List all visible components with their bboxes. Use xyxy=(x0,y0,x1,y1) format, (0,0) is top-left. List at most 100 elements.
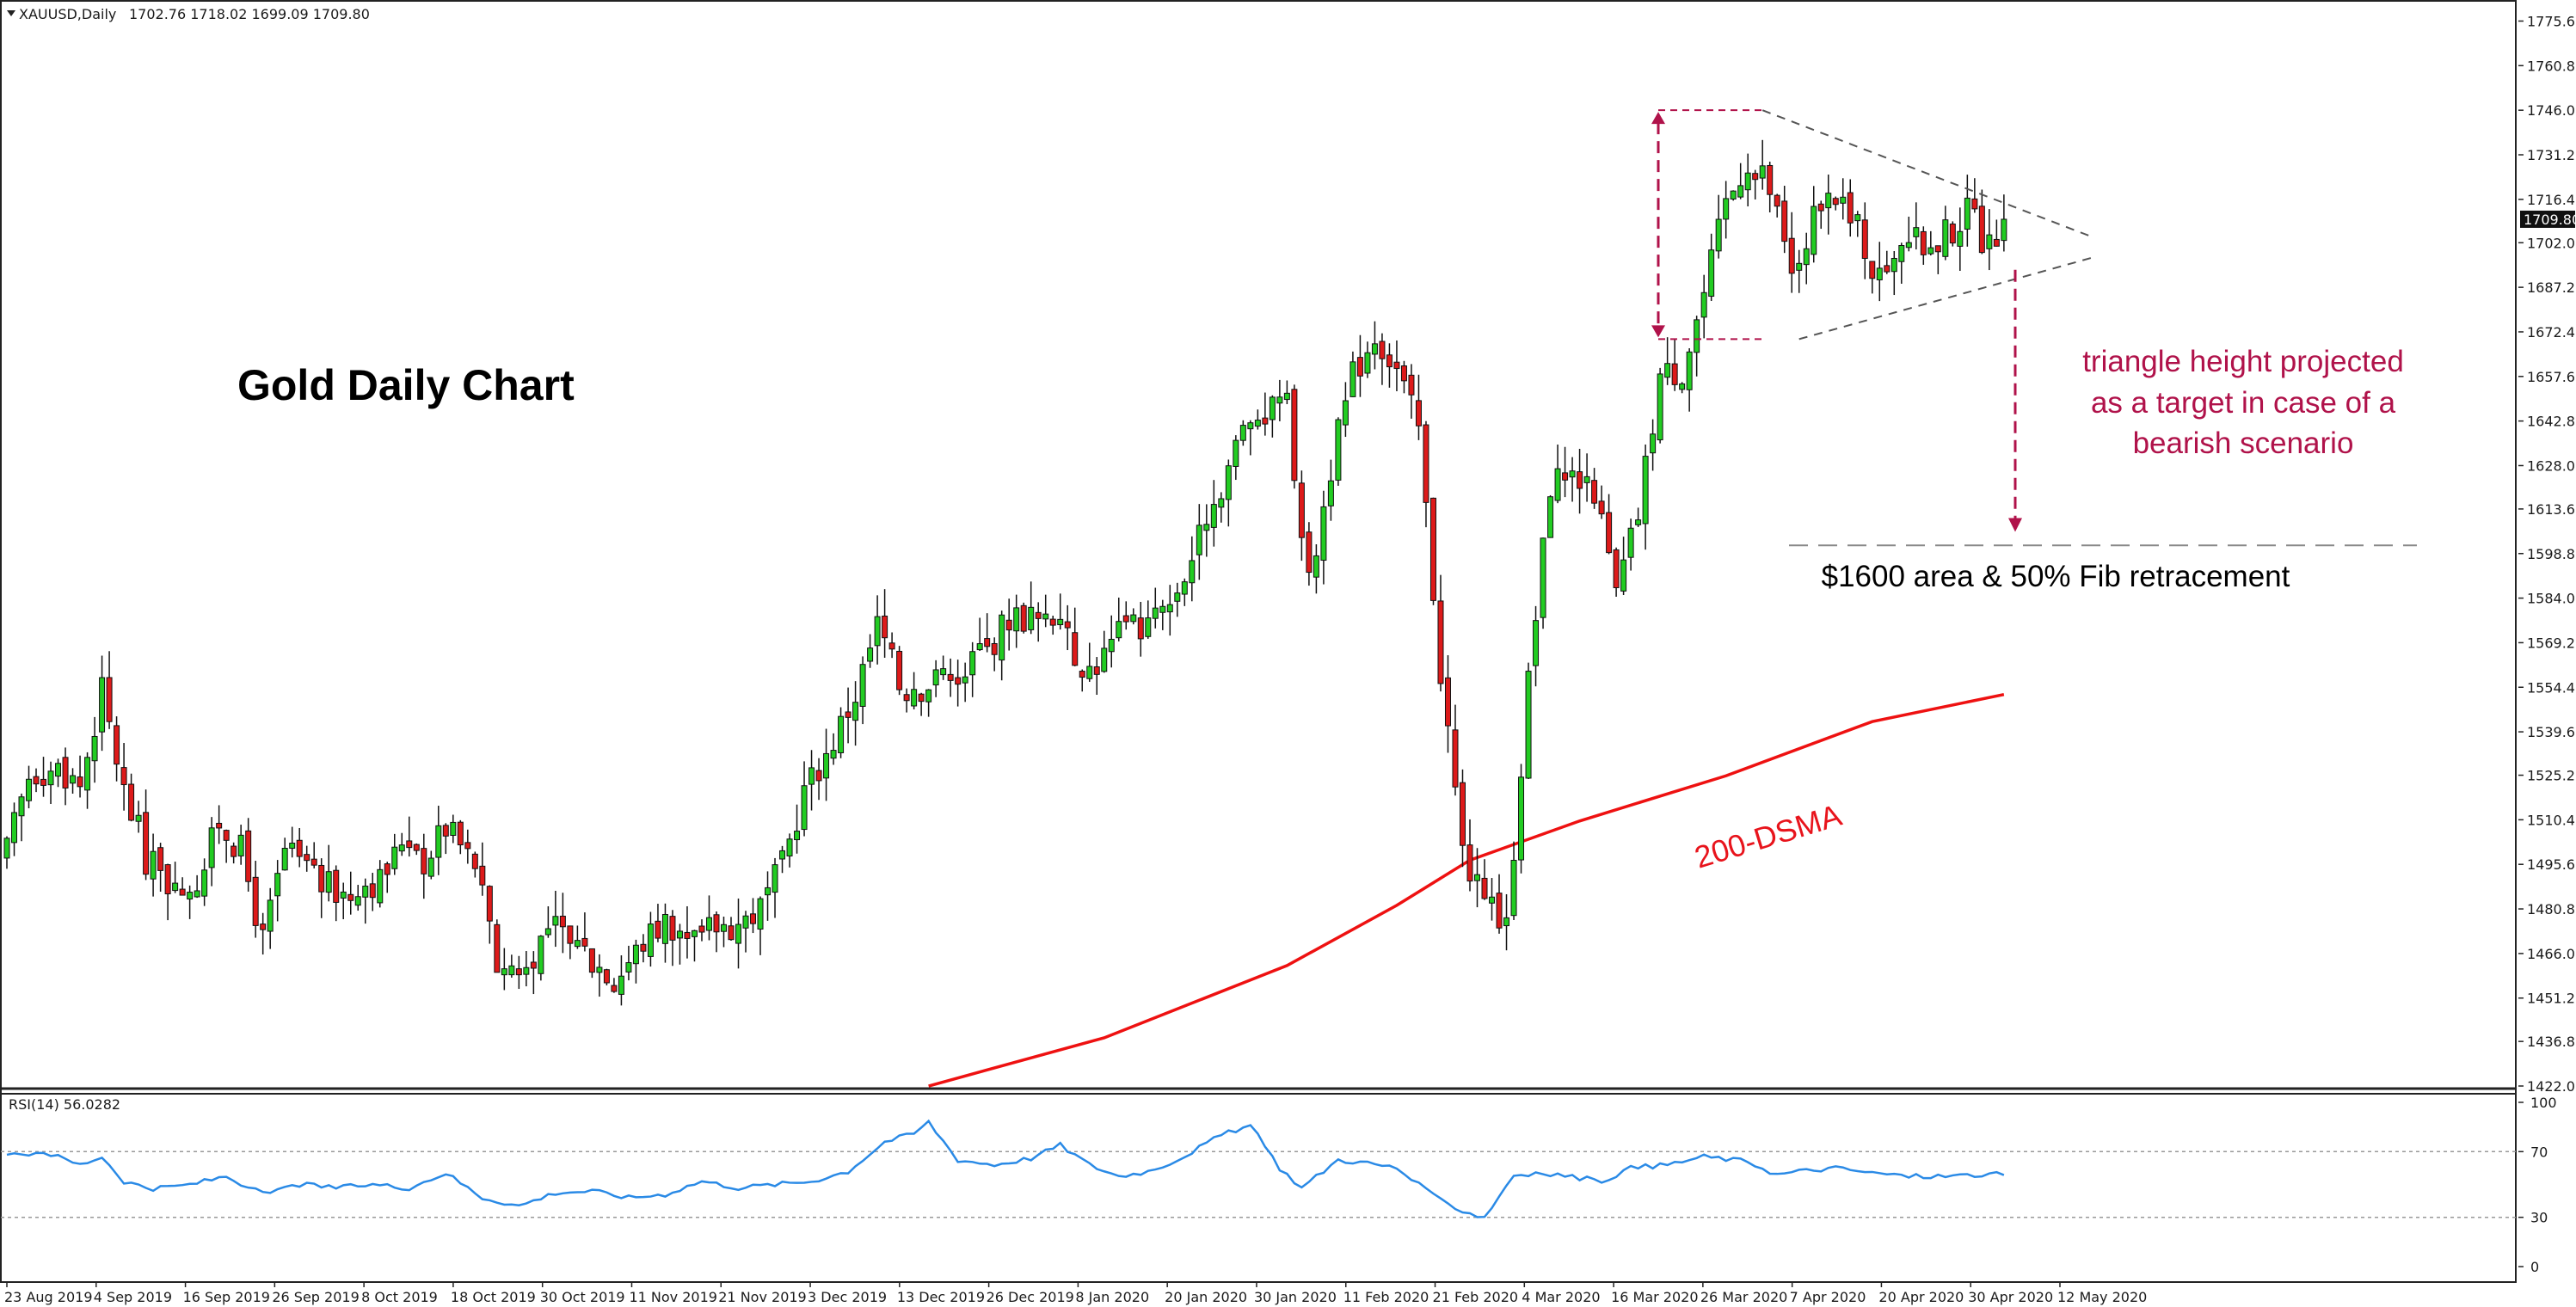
candle xyxy=(479,842,486,896)
candle xyxy=(3,836,10,869)
candle-body xyxy=(1254,420,1261,427)
candle xyxy=(808,750,815,811)
candle-body xyxy=(1064,621,1071,629)
candle-body xyxy=(179,888,186,896)
date-tick-label: 4 Sep 2019 xyxy=(94,1289,172,1305)
candle xyxy=(1547,494,1554,538)
candle xyxy=(1429,497,1436,605)
candle xyxy=(669,910,676,966)
candle-body xyxy=(1210,504,1217,528)
candle-body xyxy=(1079,671,1085,678)
candle xyxy=(552,890,559,948)
header-dropdown-icon[interactable] xyxy=(7,10,15,16)
symbol-label: XAUUSD,Daily xyxy=(19,6,116,22)
candle xyxy=(245,818,252,892)
date-tick-label: 26 Mar 2020 xyxy=(1700,1289,1787,1305)
candle xyxy=(1884,250,1891,274)
date-tick-label: 16 Sep 2019 xyxy=(183,1289,270,1305)
candle-body xyxy=(91,735,98,762)
candle xyxy=(984,613,991,653)
candle-body xyxy=(216,822,223,829)
candle-body xyxy=(1189,560,1196,584)
candle-body xyxy=(1218,498,1225,508)
candle xyxy=(1466,819,1473,892)
candle xyxy=(267,887,274,949)
candle xyxy=(157,843,164,893)
candle-body xyxy=(1291,389,1298,482)
candle-body xyxy=(310,858,317,866)
candle-body xyxy=(1371,343,1378,355)
candle xyxy=(1606,494,1613,555)
candle xyxy=(1233,435,1239,481)
candle-body xyxy=(888,642,895,650)
candle xyxy=(1335,417,1342,486)
candle xyxy=(1225,459,1232,527)
candle-body xyxy=(1547,496,1554,538)
candle xyxy=(1847,179,1854,237)
candle xyxy=(1269,395,1276,438)
candle xyxy=(1620,537,1627,596)
candle xyxy=(1028,581,1035,635)
candle xyxy=(750,898,757,934)
candle xyxy=(1949,221,1956,247)
candle-body xyxy=(1174,592,1181,602)
fib-note: $1600 area & 50% Fib retracement xyxy=(1822,560,2290,593)
candle-body xyxy=(1239,425,1246,441)
candle xyxy=(1598,485,1605,519)
candle-body xyxy=(237,834,244,856)
candle-body xyxy=(1035,611,1042,619)
candle-body xyxy=(1400,365,1407,382)
candle xyxy=(1496,874,1503,934)
projection-arrow-down-icon xyxy=(2008,518,2022,532)
date-tick-label: 7 Apr 2020 xyxy=(1790,1289,1866,1305)
candle-body xyxy=(457,821,464,846)
candle xyxy=(1276,379,1283,421)
candle-body xyxy=(515,968,522,976)
candle-body xyxy=(362,886,369,898)
candle-body xyxy=(698,925,705,933)
candle-body xyxy=(384,863,390,875)
chart-header: XAUUSD,Daily 1702.76 1718.02 1699.09 170… xyxy=(7,6,370,22)
candle-body xyxy=(932,669,939,686)
candle-body xyxy=(120,767,127,786)
date-tick-label: 30 Oct 2019 xyxy=(540,1289,625,1305)
candle xyxy=(1152,587,1159,629)
candle-body xyxy=(655,920,661,939)
candle xyxy=(655,904,661,942)
candle xyxy=(1459,769,1466,868)
candle-body xyxy=(1781,200,1788,242)
candle-body xyxy=(1796,262,1803,271)
candle xyxy=(1993,219,2000,247)
candle-body xyxy=(501,968,507,976)
candle-body xyxy=(1335,419,1342,481)
candle xyxy=(1130,608,1137,625)
candle-body xyxy=(40,778,47,786)
rsi-tick-label: 70 xyxy=(2530,1144,2548,1160)
candle-body xyxy=(318,864,325,893)
price-axis: 1775.60 1760.80 1746.00 1731.20 1716.40 1702.… xyxy=(2518,14,2576,1095)
candle xyxy=(1642,444,1649,550)
candle xyxy=(647,911,654,967)
candle-body xyxy=(70,775,77,784)
price-tick-label: 1495.60 xyxy=(2527,856,2576,873)
candle-body xyxy=(859,664,866,707)
candle xyxy=(676,923,683,965)
candle-body xyxy=(684,931,691,939)
candle xyxy=(786,833,793,868)
candle xyxy=(874,595,881,665)
candle-body xyxy=(77,776,83,788)
candle-body xyxy=(406,840,413,849)
candle xyxy=(362,878,369,924)
candle xyxy=(1320,490,1327,585)
candle xyxy=(1174,582,1181,617)
candle xyxy=(494,919,501,973)
candle xyxy=(347,871,354,915)
candle-body xyxy=(1137,617,1144,640)
price-tick-label: 1702.00 xyxy=(2527,235,2576,251)
price-tick-label: 1746.00 xyxy=(2527,102,2576,119)
candle xyxy=(47,761,54,805)
candle-body xyxy=(1049,618,1056,626)
candle-body xyxy=(1949,224,1956,244)
candle-body xyxy=(1313,555,1319,578)
candle xyxy=(991,637,998,672)
